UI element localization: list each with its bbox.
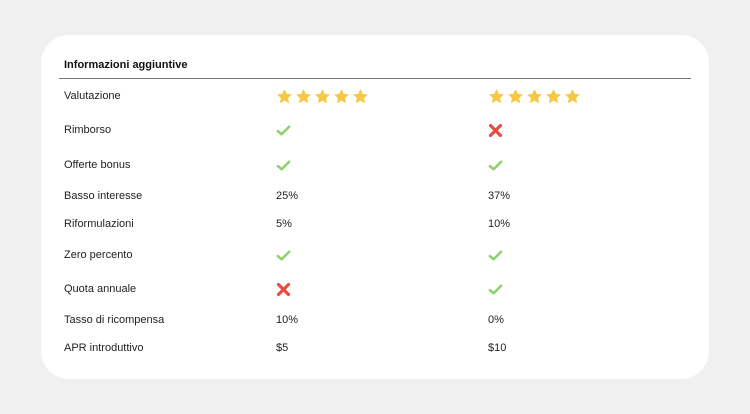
cross-icon (488, 123, 503, 138)
row-label: Tasso di ricompensa (64, 314, 165, 326)
star-icon (295, 88, 312, 105)
comparison-card: Informazioni aggiuntive Valutazione Rimbo… (41, 35, 709, 379)
row-label: Offerte bonus (64, 159, 131, 171)
table-row: Tasso di ricompensa 10% 0% (41, 310, 709, 330)
cell-value: 37% (488, 190, 511, 202)
table-row: Basso interesse 25% 37% (41, 186, 709, 206)
star-icon (507, 88, 524, 105)
cell-value: 0% (488, 314, 504, 326)
table-row: Rimborso (41, 120, 709, 140)
table-row: Valutazione (41, 86, 709, 106)
row-label: Zero percento (64, 249, 133, 261)
cross-icon (276, 282, 291, 297)
cell-col2 (488, 86, 583, 106)
cell-col1: 10% (276, 310, 298, 330)
cell-col1: 25% (276, 186, 298, 206)
star-icon (526, 88, 543, 105)
divider (59, 78, 691, 79)
star-icon (352, 88, 369, 105)
star-icon (276, 88, 293, 105)
row-label: Valutazione (64, 90, 121, 102)
cell-col2 (488, 245, 503, 265)
cell-value: $10 (488, 342, 507, 354)
cell-col2: $10 (488, 338, 506, 358)
cell-col1 (276, 120, 291, 140)
star-icon (488, 88, 505, 105)
table-row: Riformulazioni 5% 10% (41, 214, 709, 234)
row-label: Quota annuale (64, 283, 137, 295)
table-row: APR introduttivo $5 $10 (41, 338, 709, 358)
row-label: Rimborso (64, 124, 112, 136)
table-row: Quota annuale (41, 279, 709, 299)
row-label: Basso interesse (64, 190, 143, 202)
section-title: Informazioni aggiuntive (64, 59, 188, 71)
cell-col1 (276, 155, 291, 175)
check-icon (488, 282, 503, 297)
row-label: APR introduttivo (64, 342, 144, 354)
star-icon (333, 88, 350, 105)
cell-col2: 0% (488, 310, 504, 330)
cell-col1 (276, 86, 371, 106)
cell-col2 (488, 279, 503, 299)
cell-value: 10% (488, 218, 511, 230)
star-icon (545, 88, 562, 105)
row-label: Riformulazioni (64, 218, 134, 230)
table-row: Offerte bonus (41, 155, 709, 175)
cell-value: $5 (276, 342, 289, 354)
check-icon (488, 158, 503, 173)
cell-value: 5% (276, 218, 292, 230)
cell-col2: 37% (488, 186, 510, 206)
star-icon (564, 88, 581, 105)
check-icon (488, 248, 503, 263)
check-icon (276, 123, 291, 138)
table-row: Zero percento (41, 245, 709, 265)
check-icon (276, 248, 291, 263)
cell-value: 10% (276, 314, 299, 326)
cell-col2 (488, 120, 503, 140)
cell-col1: $5 (276, 338, 288, 358)
check-icon (276, 158, 291, 173)
star-icon (314, 88, 331, 105)
cell-col1 (276, 279, 291, 299)
cell-col1 (276, 245, 291, 265)
cell-col2: 10% (488, 214, 510, 234)
cell-value: 25% (276, 190, 299, 202)
cell-col1: 5% (276, 214, 292, 234)
cell-col2 (488, 155, 503, 175)
